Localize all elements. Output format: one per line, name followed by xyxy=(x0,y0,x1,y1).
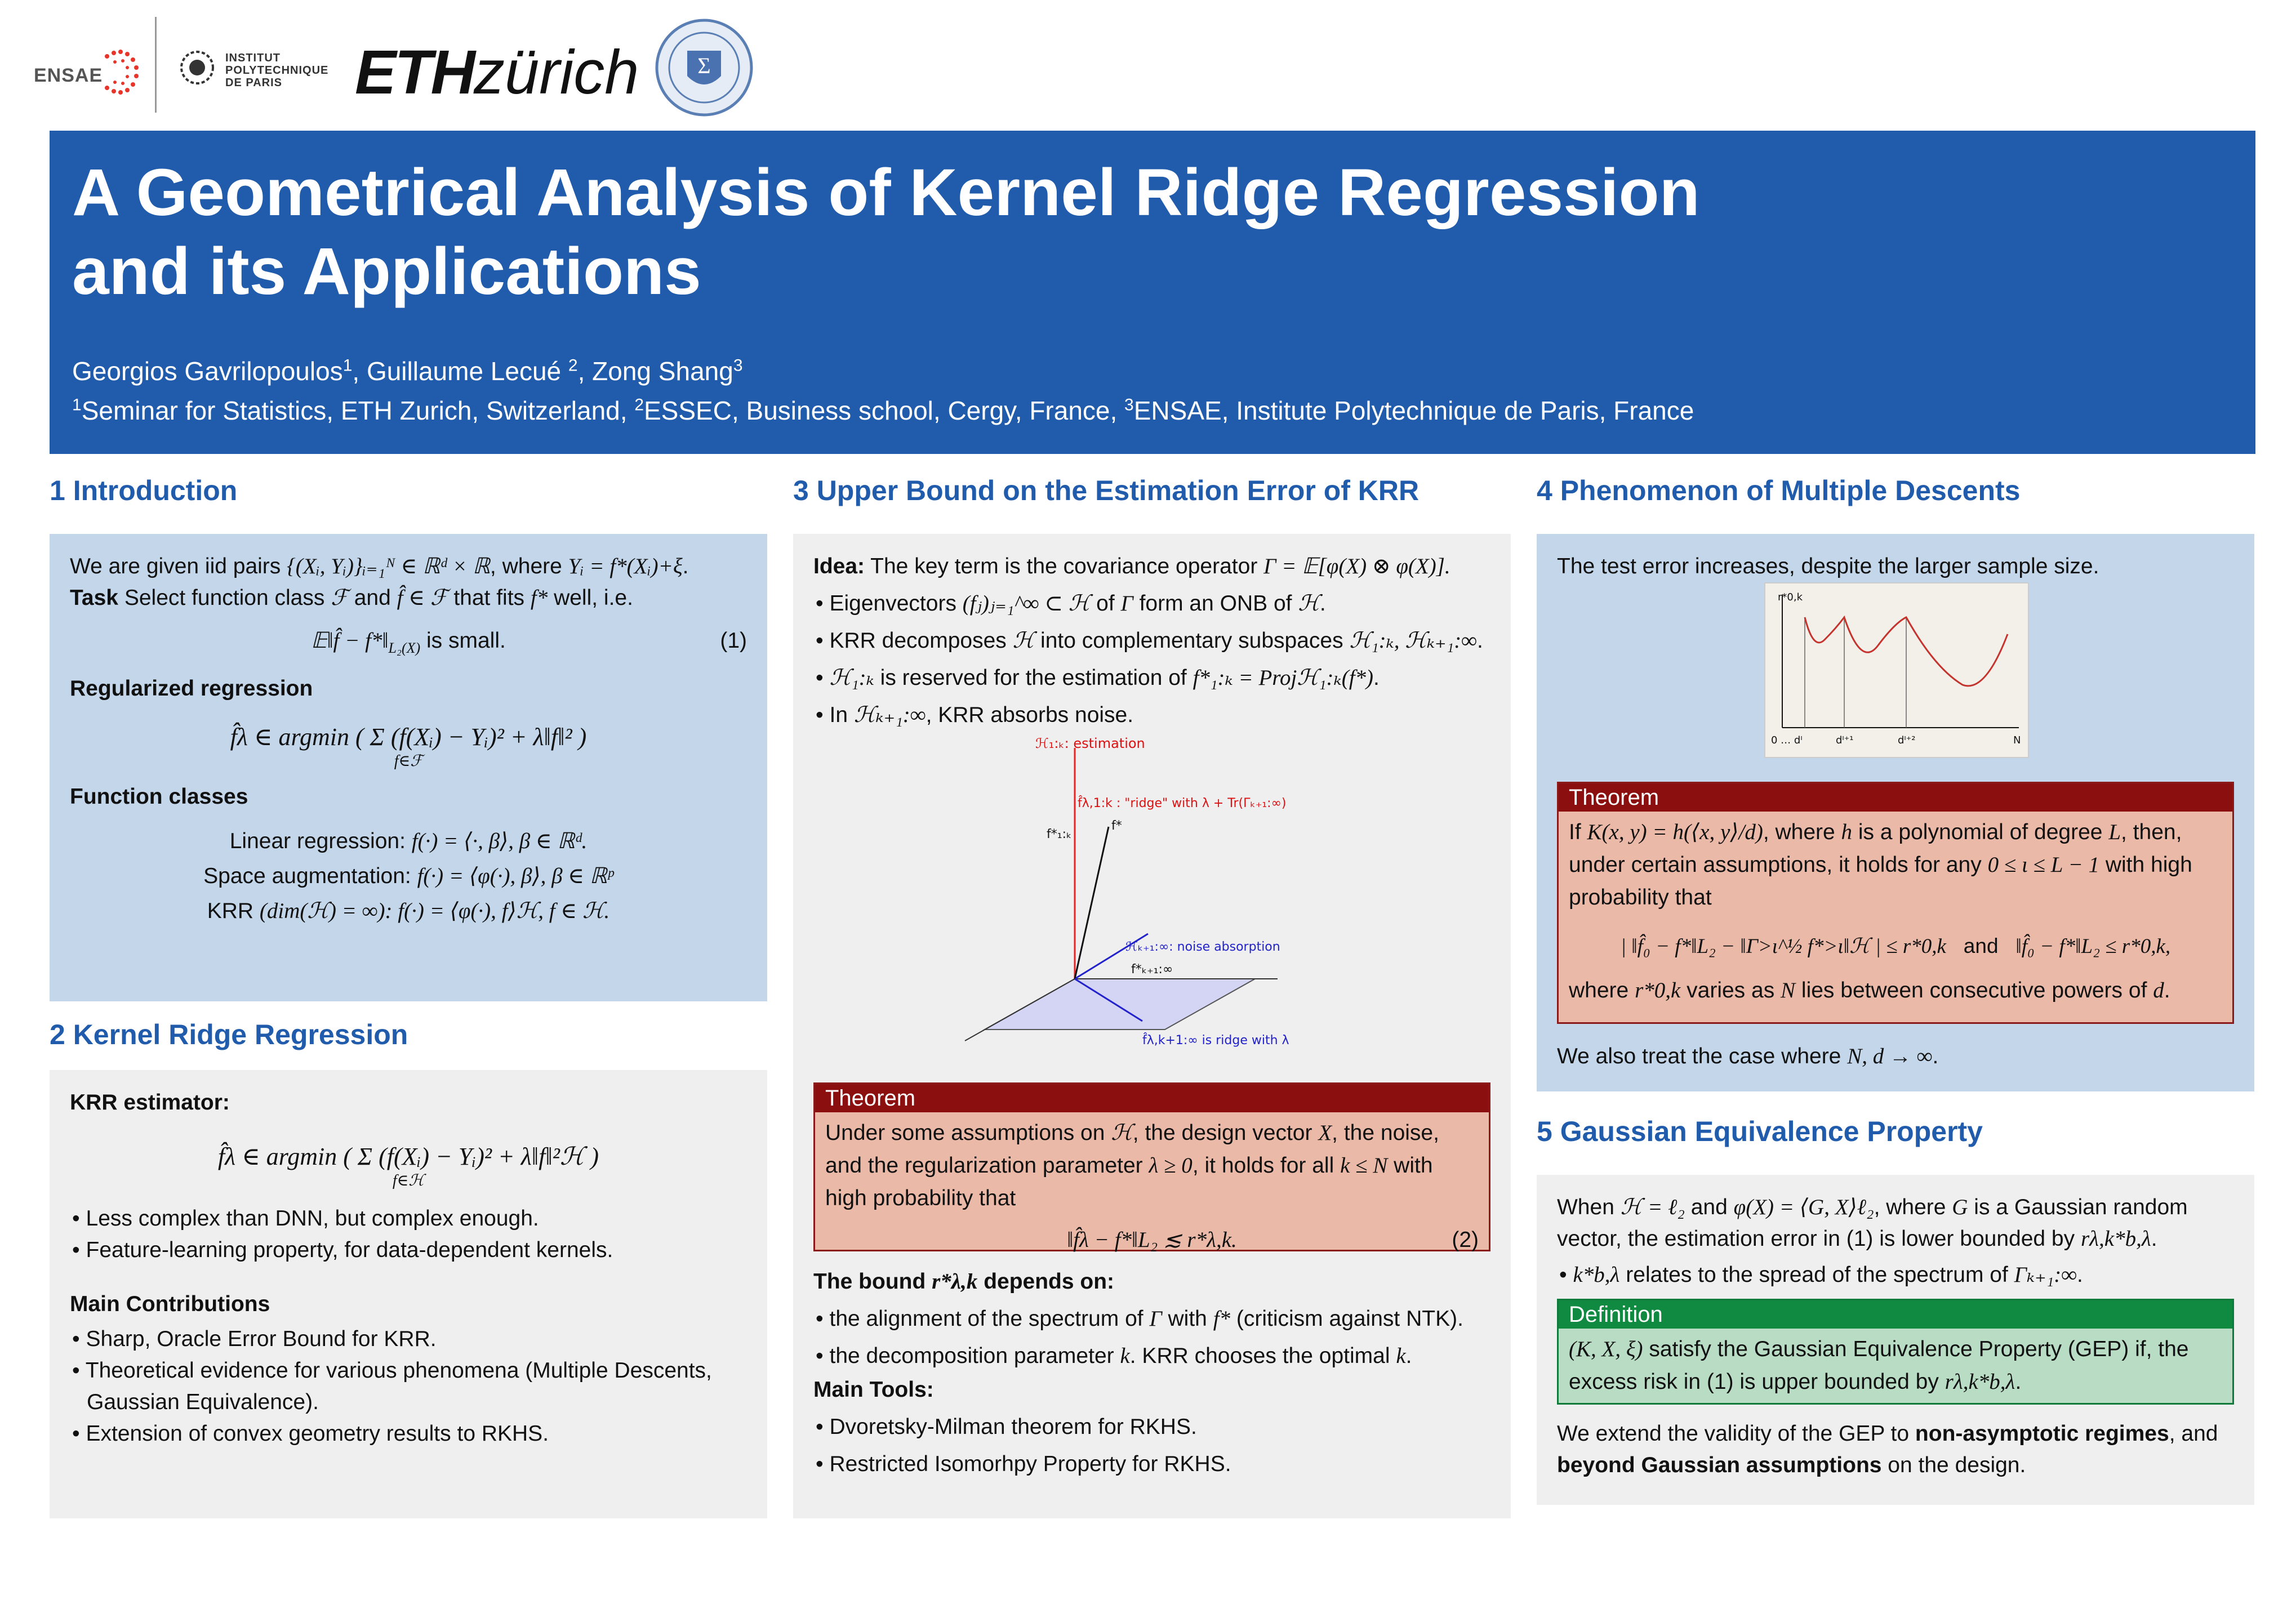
function-classes-heading: Function classes xyxy=(70,784,248,809)
label-f1k: f*₁:ₖ xyxy=(1047,827,1071,841)
axis-line xyxy=(964,978,1075,1041)
logo-bar: ENSAE INSTITUT POLYTECHNIQUE DE PARIS ET… xyxy=(34,11,822,124)
label-noise: ℋₖ₊₁:∞: noise absorption xyxy=(1125,940,1280,954)
introduction-box: We are given iid pairs {(Xᵢ, Yᵢ)}ᵢ₌₁ᴺ ∈ … xyxy=(50,534,767,1001)
contribution-item: • Sharp, Oracle Error Bound for KRR. xyxy=(72,1327,437,1351)
theorem-body: Under some assumptions on ℋ, the design … xyxy=(815,1112,1489,1269)
label-ridge: f̂λ,1:k : "ridge" with λ + Tr(Γₖ₊₁:∞) xyxy=(1078,796,1286,810)
label-fstar: f* xyxy=(1111,819,1122,833)
definition-gep-box: Definition (K, X, ξ) satisfy the Gaussia… xyxy=(1557,1299,2234,1405)
theorem-title: Theorem xyxy=(1559,783,2232,812)
idea-bullet: • Eigenvectors (fⱼ)ⱼ₌₁^∞ ⊂ ℋ of Γ form a… xyxy=(816,591,1326,616)
gep-paragraph: When ℋ = ℓ₂ and φ(X) = ⟨G, X⟩ℓ₂, where G… xyxy=(1557,1195,2188,1251)
poster-title: A Geometrical Analysis of Kernel Ridge R… xyxy=(72,155,1700,309)
contribution-item: • Theoretical evidence for various pheno… xyxy=(72,1358,712,1414)
noise-subspace-plane xyxy=(982,978,1257,1030)
regularized-regression-heading: Regularized regression xyxy=(70,676,313,701)
ipp-logo-text: INSTITUT POLYTECHNIQUE DE PARIS xyxy=(225,52,329,89)
label-fk1: f*ₖ₊₁:∞ xyxy=(1131,962,1173,977)
label-estimation: ℋ₁:ₖ: estimation xyxy=(1035,737,1145,751)
x-tick-label: dᴵ⁺² xyxy=(1898,734,1915,746)
theorem-krr-box: Theorem Under some assumptions on ℋ, the… xyxy=(813,1082,1490,1252)
equation-1: 𝔼‖f̂ − f*‖L₂(X) is small. (1) xyxy=(70,625,747,664)
logo-divider xyxy=(155,17,157,113)
theorem-title: Theorem xyxy=(815,1084,1489,1112)
main-tools-heading: Main Tools: xyxy=(813,1378,934,1402)
theorem-descents-box: Theorem If K(x, y) = h(⟨x, y⟩/d), where … xyxy=(1557,782,2234,1024)
theorem-body: If K(x, y) = h(⟨x, y⟩/d), where h is a p… xyxy=(1559,812,2232,1011)
equation-number: (1) xyxy=(720,629,747,653)
ipp-logo: INSTITUT POLYTECHNIQUE DE PARIS xyxy=(177,45,380,96)
test-error-curve xyxy=(1804,615,2009,687)
descents-text: The test error increases, despite the la… xyxy=(1557,554,2099,578)
function-classes-list: Linear regression: f(·) = ⟨·, β⟩, β ∈ ℝᵈ… xyxy=(203,828,613,923)
idea-bullet: • ℋ₁:ₖ is reserved for the estimation of… xyxy=(816,666,1380,690)
intro-paragraph: We are given iid pairs {(Xᵢ, Yᵢ)}ᵢ₌₁ᴺ ∈ … xyxy=(70,554,689,578)
bound-bullet: • the alignment of the spectrum of Γ wit… xyxy=(816,1307,1463,1331)
definition-body: (K, X, ξ) satisfy the Gaussian Equivalen… xyxy=(1569,1337,2189,1394)
idea-bullet: • In ℋₖ₊₁:∞, KRR absorbs noise. xyxy=(816,703,1134,727)
bound-bullet: • the decomposition parameter k. KRR cho… xyxy=(816,1344,1412,1368)
upper-bound-box: Idea: The key term is the covariance ope… xyxy=(793,534,1511,1518)
title-banner: A Geometrical Analysis of Kernel Ridge R… xyxy=(50,131,2255,454)
bound-heading: The bound r*λ,k depends on: xyxy=(813,1269,1115,1294)
krr-estimator-heading: KRR estimator: xyxy=(70,1090,230,1115)
ridge-vector xyxy=(1074,978,1143,1022)
theorem-equations: | ‖f̂₀ − f*‖L₂ − ‖Γ>ι^½ f*>ι‖ℋ | ≤ r*0,k… xyxy=(1620,934,2171,958)
ipp-emblem-icon xyxy=(180,51,214,84)
contribution-item: • Extension of convex geometry results t… xyxy=(72,1422,549,1446)
ensae-logo: ENSAE xyxy=(34,34,146,107)
svg-text:Σ: Σ xyxy=(697,53,710,78)
regularized-regression-equation: f̂λ ∈ argmin ( Σ (f(Xᵢ) − Yᵢ)² + λ‖f‖² )… xyxy=(230,723,587,770)
krr-box: KRR estimator: f̂λ ∈ argmin ( Σ (f(Xᵢ) −… xyxy=(50,1070,767,1518)
noise-vector xyxy=(1074,933,1149,980)
idea-paragraph: Idea: The key term is the covariance ope… xyxy=(813,554,1450,578)
eth-logo: ETHzürich xyxy=(355,38,639,107)
author-list: Georgios Gavrilopoulos1, Guillaume Lecué… xyxy=(72,356,743,386)
main-contributions-heading: Main Contributions xyxy=(70,1292,270,1316)
descent-curve-svg: r*0,k 0 … dᴵ dᴵ⁺¹ dᴵ⁺² N xyxy=(1771,591,2021,746)
label-bottom: f̂λ,k+1:∞ is ridge with λ xyxy=(1142,1033,1289,1048)
gaussian-equivalence-box: When ℋ = ℓ₂ and φ(X) = ⟨G, X⟩ℓ₂, where G… xyxy=(1537,1175,2254,1505)
x-tick-label: dᴵ⁺¹ xyxy=(1836,734,1853,746)
bound-section: The bound r*λ,k depends on: • the alignm… xyxy=(813,1266,1490,1480)
multiple-descents-box: The test error increases, despite the la… xyxy=(1537,534,2254,1091)
idea-bullet: • KRR decomposes ℋ into complementary su… xyxy=(816,629,1483,653)
university-seal-icon: Σ xyxy=(655,19,753,117)
affiliation-list: 1Seminar for Statistics, ETH Zurich, Swi… xyxy=(72,395,1694,425)
krr-estimator-equation: f̂λ ∈ argmin ( Σ (f(Xᵢ) − Yᵢ)² + λ‖f‖²ℋ … xyxy=(217,1143,599,1189)
krr-geometry-figure: ℋ₁:ₖ: estimation f̂λ,1:k : "ridge" with … xyxy=(964,737,1289,1048)
section-heading-multiple-descents: 4 Phenomenon of Multiple Descents xyxy=(1537,475,2021,506)
section-heading-introduction: 1 Introduction xyxy=(50,475,238,506)
ensae-dots-icon xyxy=(105,50,139,95)
y-axis-label: r*0,k xyxy=(1778,591,1803,603)
theorem-equation: ‖f̂λ − f*‖L₂ ≲ r*λ,k. xyxy=(1067,1228,1237,1252)
krr-bullet: • Feature-learning property, for data-de… xyxy=(72,1238,613,1262)
krr-bullet: • Less complex than DNN, but complex eno… xyxy=(72,1206,539,1231)
tool-item: • Restricted Isomorhpy Property for RKHS… xyxy=(816,1452,1231,1476)
gep-extension-paragraph: We extend the validity of the GEP to non… xyxy=(1557,1422,2218,1477)
gep-bullet: • k*b,λ relates to the spread of the spe… xyxy=(1559,1263,2083,1287)
ensae-logo-text: ENSAE xyxy=(34,65,103,86)
x-tick-label: N xyxy=(2013,734,2021,746)
definition-title: Definition xyxy=(1559,1300,2232,1329)
fstar-vector xyxy=(1074,826,1110,979)
section-heading-gaussian-equivalence: 5 Gaussian Equivalence Property xyxy=(1537,1116,1983,1147)
tool-item: • Dvoretsky-Milman theorem for RKHS. xyxy=(816,1415,1197,1439)
x-tick-label: 0 … dᴵ xyxy=(1771,734,1803,746)
also-treat-text: We also treat the case where N, d → ∞. xyxy=(1557,1044,1939,1068)
section-heading-upper-bound: 3 Upper Bound on the Estimation Error of… xyxy=(793,475,1420,506)
equation-number: (2) xyxy=(1452,1228,1479,1252)
section-heading-krr: 2 Kernel Ridge Regression xyxy=(50,1019,408,1050)
multiple-descent-plot: r*0,k 0 … dᴵ dᴵ⁺¹ dᴵ⁺² N xyxy=(1764,582,2029,758)
task-paragraph: Task Select function class ℱ and f̂ ∈ ℱ … xyxy=(70,586,633,610)
